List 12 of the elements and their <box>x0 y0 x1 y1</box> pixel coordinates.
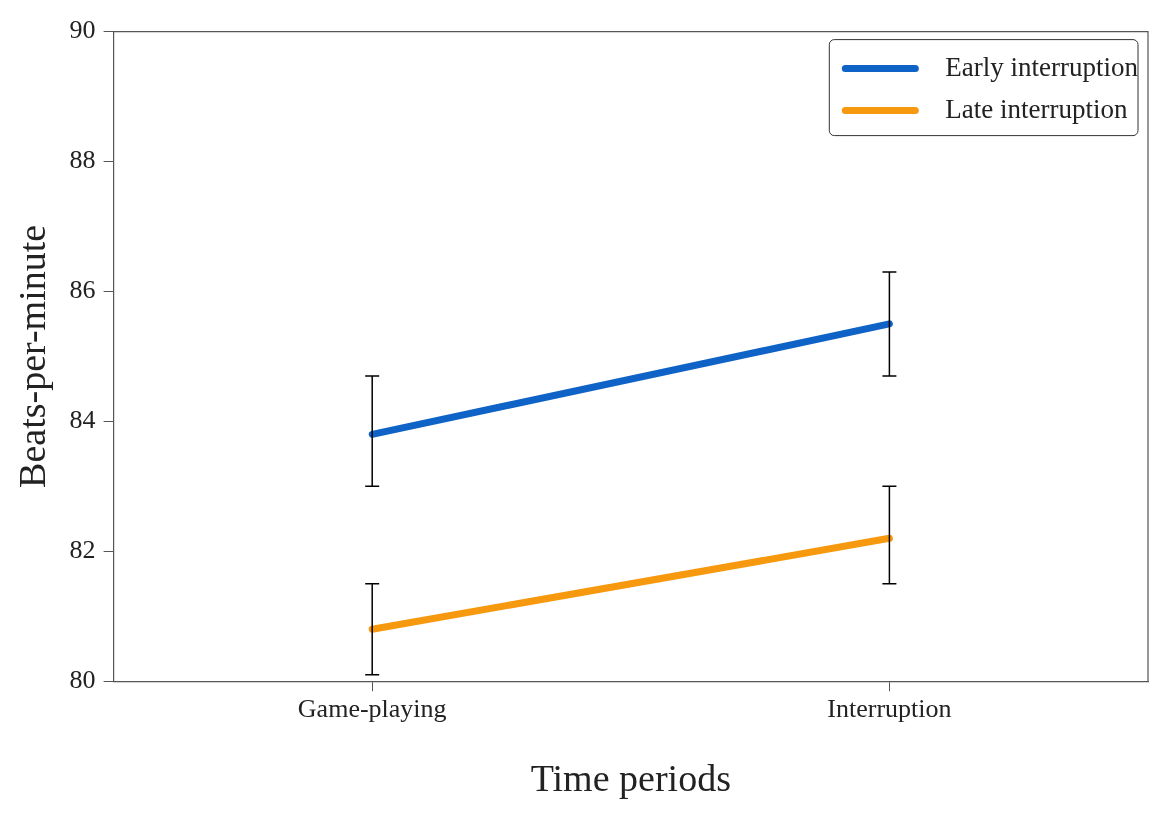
y-tick-label: 90 <box>69 15 96 45</box>
x-axis-title: Time periods <box>530 757 731 800</box>
y-tick-label: 80 <box>69 665 96 695</box>
y-tick-label: 84 <box>69 405 96 435</box>
y-tick-label: 82 <box>69 535 96 565</box>
y-axis-title: Beats-per-minute <box>10 224 53 488</box>
x-tick-label: Game-playing <box>297 693 447 723</box>
y-tick-label: 86 <box>69 275 96 305</box>
x-tick-label: Interruption <box>827 693 952 723</box>
legend-label: Early interruption <box>945 51 1139 82</box>
y-tick-label: 88 <box>69 145 96 175</box>
legend-label: Late interruption <box>945 93 1128 124</box>
